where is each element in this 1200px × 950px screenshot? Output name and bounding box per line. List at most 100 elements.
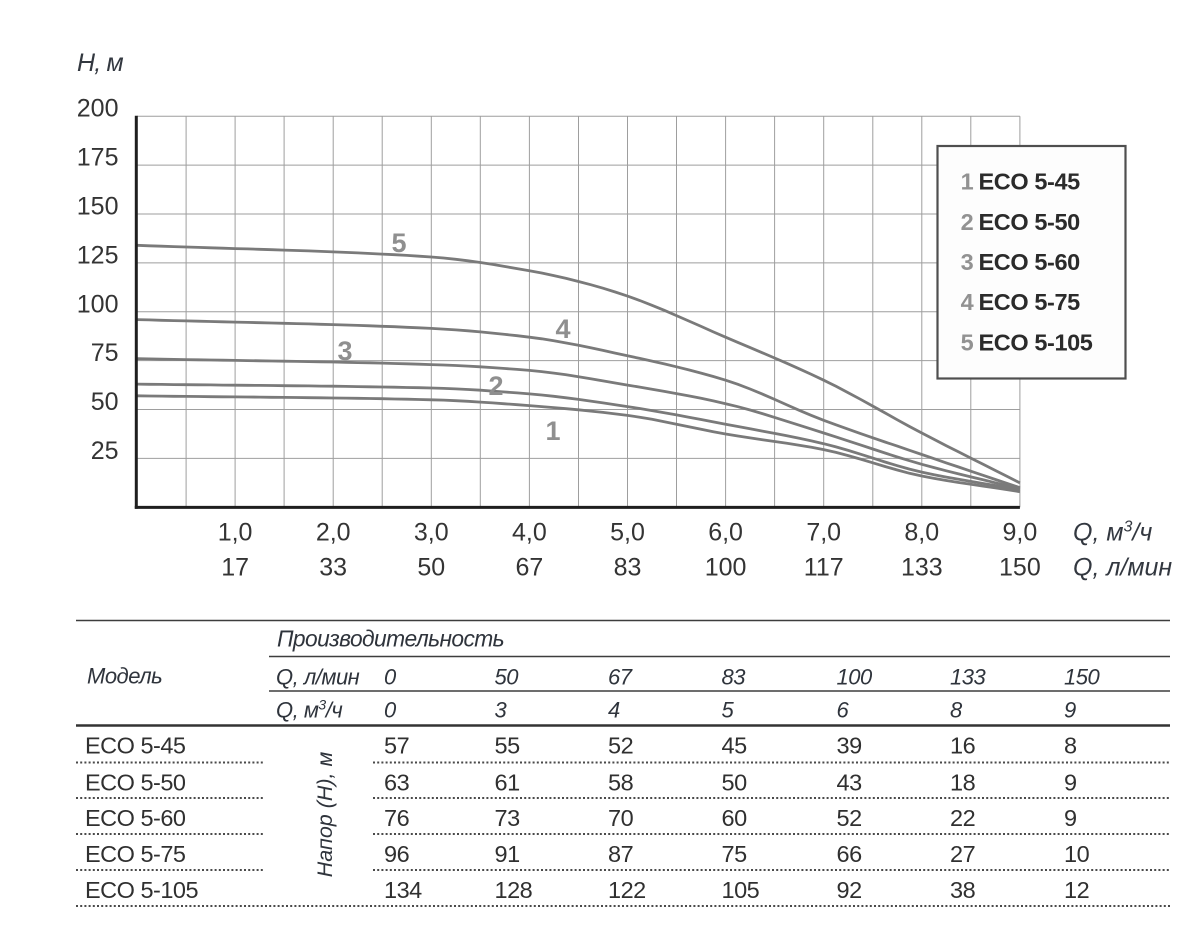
svg-text:100: 100 [837,665,873,690]
svg-text:ECO 5-60: ECO 5-60 [85,805,186,831]
svg-text:8: 8 [950,698,963,723]
svg-text:63: 63 [384,769,410,795]
svg-text:16: 16 [950,732,976,758]
svg-text:17: 17 [221,554,249,582]
svg-text:91: 91 [495,841,520,867]
svg-text:Модель: Модель [87,664,162,689]
svg-text:200: 200 [77,95,119,123]
svg-text:50: 50 [722,769,748,795]
svg-text:18: 18 [950,769,976,795]
svg-text:50: 50 [417,554,445,582]
svg-text:0: 0 [384,698,397,723]
svg-text:76: 76 [384,805,410,831]
svg-text:ECO 5-50: ECO 5-50 [85,769,186,795]
svg-text:150: 150 [77,193,119,221]
svg-text:12: 12 [1064,877,1089,903]
svg-text:96: 96 [384,841,410,867]
svg-text:133: 133 [901,554,943,582]
svg-text:92: 92 [837,877,862,903]
svg-text:ECO 5-105: ECO 5-105 [85,877,198,903]
svg-text:22: 22 [950,805,975,831]
svg-text:60: 60 [722,805,748,831]
svg-text:55: 55 [495,732,521,758]
svg-text:3: 3 [337,336,352,366]
svg-text:43: 43 [837,769,863,795]
svg-text:25: 25 [91,437,119,465]
svg-text:4,0: 4,0 [512,519,547,547]
svg-text:ECO 5-105: ECO 5-105 [979,330,1093,356]
svg-text:39: 39 [837,732,862,758]
svg-text:66: 66 [837,841,863,867]
svg-text:ECO 5-45: ECO 5-45 [85,732,186,758]
svg-text:33: 33 [319,554,347,582]
svg-text:Н, м: Н, м [77,49,124,77]
svg-text:134: 134 [384,877,422,903]
svg-text:83: 83 [722,665,747,690]
svg-text:9: 9 [1064,805,1077,831]
svg-text:150: 150 [999,554,1041,582]
svg-text:Q, м3/ч: Q, м3/ч [276,697,342,723]
svg-text:ECO 5-75: ECO 5-75 [979,289,1081,315]
svg-text:7,0: 7,0 [806,519,841,547]
svg-text:9: 9 [1064,698,1076,723]
svg-text:61: 61 [495,769,520,795]
svg-text:5: 5 [961,330,974,356]
svg-text:Q, м3/ч: Q, м3/ч [1073,519,1152,547]
svg-text:5: 5 [722,698,735,723]
svg-text:ECO 5-60: ECO 5-60 [979,249,1081,275]
svg-text:175: 175 [77,144,119,172]
svg-text:45: 45 [722,732,748,758]
svg-text:2,0: 2,0 [316,519,351,547]
svg-text:ECO 5-45: ECO 5-45 [979,169,1081,195]
svg-text:105: 105 [722,877,760,903]
svg-text:4: 4 [961,289,974,315]
svg-text:100: 100 [77,290,119,318]
svg-text:3,0: 3,0 [414,519,449,547]
svg-text:2: 2 [961,209,974,235]
svg-text:1: 1 [961,169,974,195]
svg-text:67: 67 [515,554,543,582]
svg-text:1,0: 1,0 [218,519,253,547]
svg-text:10: 10 [1064,841,1090,867]
svg-text:67: 67 [608,665,633,690]
svg-text:52: 52 [837,805,862,831]
svg-text:133: 133 [950,665,986,690]
svg-text:3: 3 [961,249,974,275]
svg-text:0: 0 [384,665,397,690]
svg-text:83: 83 [614,554,642,582]
svg-text:8,0: 8,0 [904,519,939,547]
svg-text:57: 57 [384,732,409,758]
svg-text:2: 2 [488,371,503,401]
svg-text:38: 38 [950,877,976,903]
svg-text:Q, л/мин: Q, л/мин [276,665,360,690]
svg-text:100: 100 [705,554,747,582]
svg-text:5: 5 [391,228,406,258]
svg-text:50: 50 [91,388,119,416]
svg-text:150: 150 [1064,665,1100,690]
svg-text:58: 58 [608,769,634,795]
svg-text:50: 50 [495,665,520,690]
svg-text:122: 122 [608,877,646,903]
svg-text:6: 6 [837,698,850,723]
svg-text:125: 125 [77,241,119,269]
svg-text:9,0: 9,0 [1003,519,1038,547]
svg-text:Напор (Н), м: Напор (Н), м [313,751,337,877]
svg-text:117: 117 [804,554,844,582]
svg-text:3: 3 [495,698,508,723]
svg-text:9: 9 [1064,769,1077,795]
svg-text:75: 75 [91,339,119,367]
svg-text:8: 8 [1064,732,1077,758]
svg-text:27: 27 [950,841,975,867]
svg-text:ECO 5-75: ECO 5-75 [85,841,186,867]
svg-text:52: 52 [608,732,633,758]
svg-text:75: 75 [722,841,748,867]
svg-text:6,0: 6,0 [708,519,743,547]
svg-text:73: 73 [495,805,521,831]
svg-text:5,0: 5,0 [610,519,645,547]
svg-text:ECO 5-50: ECO 5-50 [979,209,1081,235]
svg-text:1: 1 [545,416,560,446]
svg-text:4: 4 [555,314,570,344]
svg-text:87: 87 [608,841,633,867]
svg-text:Производительность: Производительность [277,626,504,652]
svg-text:70: 70 [608,805,634,831]
